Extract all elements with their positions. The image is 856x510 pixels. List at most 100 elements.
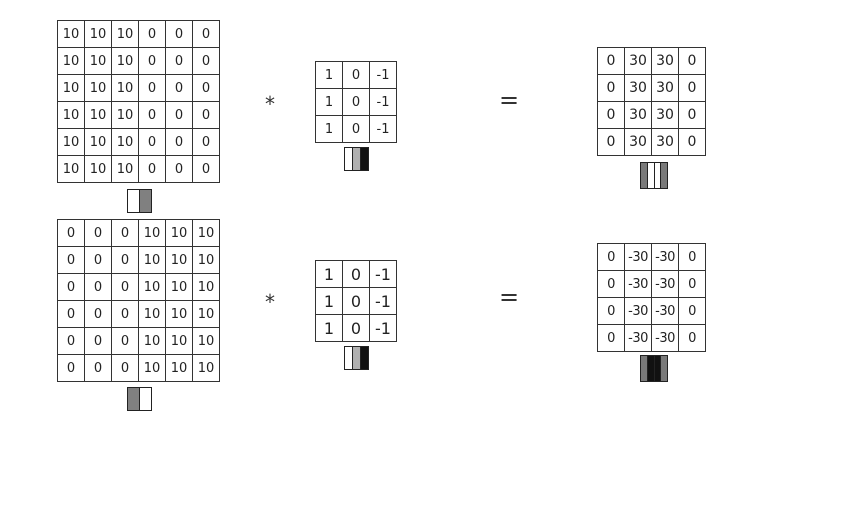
matrix-cell: -30: [651, 270, 679, 298]
matrix-cell: 0: [678, 297, 706, 325]
matrix-cell: -1: [369, 61, 397, 89]
matrix-cell: -30: [624, 324, 652, 352]
matrix-cell: 10: [192, 273, 220, 301]
matrix-row: 10 10 10 0 0 0: [57, 20, 220, 48]
matrix-row: 1 0 -1: [315, 115, 397, 143]
matrix-cell: 0: [678, 243, 706, 271]
matrix-cell: 0: [57, 246, 85, 274]
matrix-cell: 10: [84, 74, 112, 102]
icon-stripe: [641, 163, 647, 188]
matrix-row: 10 10 10 0 0 0: [57, 47, 220, 75]
matrix-cell: 1: [315, 61, 343, 89]
matrix-cell: 10: [138, 219, 166, 247]
matrix-row: 0 0 0 10 10 10: [57, 300, 220, 328]
matrix-cell: 0: [342, 287, 370, 315]
matrix-cell: -30: [624, 243, 652, 271]
kernel-matrix-2: 1 0 -1 1 0 -1 1 0 -1: [315, 260, 397, 342]
matrix-row: 1 0 -1: [315, 61, 397, 89]
matrix-cell: 10: [138, 246, 166, 274]
matrix-cell: 0: [342, 314, 370, 342]
matrix-cell: 0: [57, 300, 85, 328]
matrix-cell: 10: [84, 101, 112, 129]
matrix-cell: 0: [597, 101, 625, 129]
matrix-cell: 0: [597, 74, 625, 102]
icon-stripe: [128, 388, 139, 410]
matrix-cell: -1: [369, 88, 397, 116]
matrix-cell: 1: [315, 115, 343, 143]
output-matrix-1: 0 30 30 0 0 30 30 0 0 30 30 0 0 30 30 0: [597, 47, 706, 156]
matrix-row: 0 0 0 10 10 10: [57, 354, 220, 382]
icon-stripe: [660, 163, 667, 188]
matrix-cell: 0: [57, 273, 85, 301]
matrix-cell: 0: [138, 20, 166, 48]
matrix-cell: 10: [57, 47, 85, 75]
input-matrix-2: 0 0 0 10 10 10 0 0 0 10 10 10 0 0 0 10 10 10 0 0 0 10 10 10 0 0 0 1…: [57, 219, 220, 382]
matrix-cell: -30: [651, 243, 679, 271]
matrix-cell: 0: [597, 47, 625, 75]
icon-stripe: [345, 148, 352, 170]
matrix-cell: 0: [192, 20, 220, 48]
kernel-filter-icon-1: [344, 147, 369, 171]
matrix-cell: 0: [597, 270, 625, 298]
matrix-cell: 10: [57, 155, 85, 183]
icon-stripe: [653, 356, 661, 381]
matrix-cell: 0: [111, 219, 139, 247]
matrix-cell: 10: [165, 300, 193, 328]
input-edge-icon-1: [127, 189, 152, 213]
matrix-cell: 1: [315, 314, 343, 342]
output-matrix-2: 0 -30 -30 0 0 -30 -30 0 0 -30 -30 0 0 -30 -30 0: [597, 243, 706, 352]
matrix-cell: -1: [369, 287, 397, 315]
matrix-cell: 10: [57, 128, 85, 156]
icon-stripe: [660, 356, 667, 381]
equals-sign-1: =: [499, 86, 520, 114]
matrix-cell: -30: [624, 270, 652, 298]
icon-stripe: [139, 388, 151, 410]
icon-stripe: [646, 356, 654, 381]
matrix-cell: 0: [342, 61, 370, 89]
matrix-row: 10 10 10 0 0 0: [57, 155, 220, 183]
matrix-cell: 30: [651, 47, 679, 75]
matrix-row: 0 0 0 10 10 10: [57, 327, 220, 355]
matrix-cell: 10: [84, 155, 112, 183]
matrix-cell: 30: [624, 101, 652, 129]
icon-stripe: [128, 190, 139, 212]
matrix-cell: 30: [624, 47, 652, 75]
matrix-cell: -1: [369, 260, 397, 288]
matrix-cell: 0: [192, 101, 220, 129]
matrix-cell: 0: [84, 300, 112, 328]
matrix-row: 0 -30 -30 0: [597, 297, 706, 325]
matrix-cell: 30: [651, 128, 679, 156]
matrix-cell: 10: [111, 101, 139, 129]
matrix-cell: 0: [192, 74, 220, 102]
icon-stripe: [646, 163, 654, 188]
matrix-cell: -1: [369, 314, 397, 342]
convolution-operator-1: *: [265, 92, 275, 116]
matrix-cell: 1: [315, 88, 343, 116]
matrix-cell: 0: [165, 20, 193, 48]
matrix-row: 1 0 -1: [315, 260, 397, 288]
matrix-row: 0 30 30 0: [597, 74, 706, 102]
matrix-cell: 10: [165, 273, 193, 301]
matrix-cell: -30: [651, 297, 679, 325]
output-edge-icon-1: [640, 162, 668, 189]
matrix-cell: 0: [597, 324, 625, 352]
matrix-cell: 0: [84, 219, 112, 247]
matrix-cell: 1: [315, 287, 343, 315]
matrix-cell: 10: [165, 327, 193, 355]
matrix-cell: 0: [111, 273, 139, 301]
matrix-cell: 10: [192, 327, 220, 355]
matrix-cell: 0: [57, 354, 85, 382]
icon-stripe: [345, 347, 352, 369]
matrix-cell: 0: [138, 155, 166, 183]
matrix-cell: 10: [84, 128, 112, 156]
matrix-row: 0 30 30 0: [597, 101, 706, 129]
matrix-cell: -30: [651, 324, 679, 352]
matrix-row: 0 30 30 0: [597, 47, 706, 75]
matrix-cell: 10: [84, 47, 112, 75]
matrix-cell: -30: [624, 297, 652, 325]
matrix-cell: 0: [84, 354, 112, 382]
matrix-cell: -1: [369, 115, 397, 143]
icon-stripe: [352, 148, 360, 170]
matrix-cell: 0: [342, 88, 370, 116]
matrix-cell: 10: [192, 354, 220, 382]
